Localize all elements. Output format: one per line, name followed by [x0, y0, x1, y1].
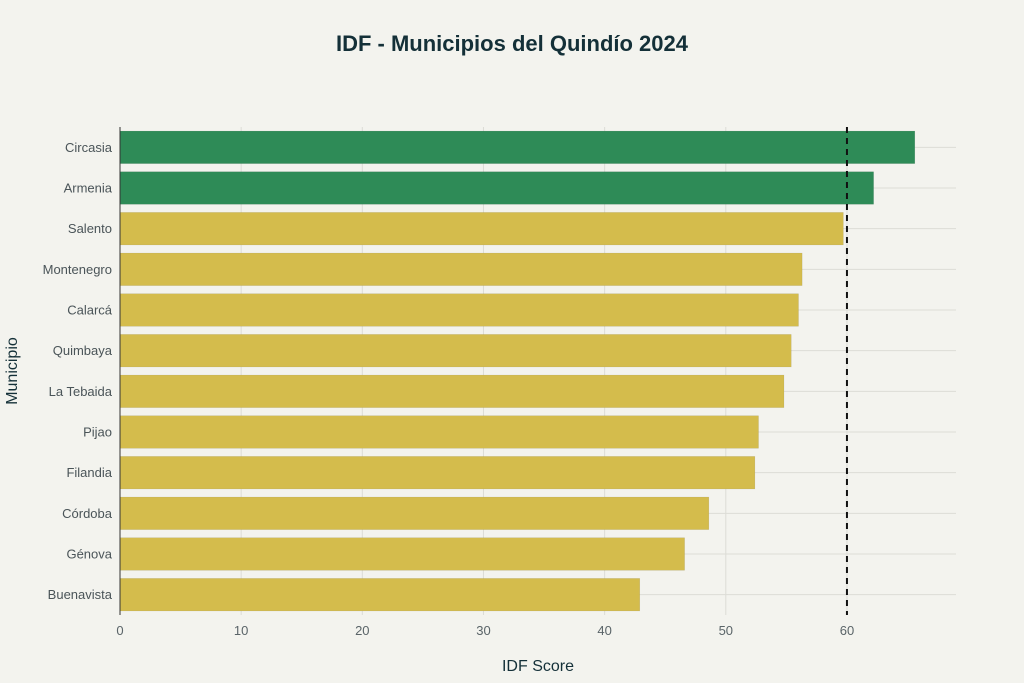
bar — [119, 496, 710, 530]
y-tick-label: Génova — [66, 547, 112, 562]
bar — [119, 130, 916, 164]
x-axis-ticks: 0 10 20 30 40 50 60 — [116, 623, 854, 638]
y-tick-label: Armenia — [64, 181, 113, 196]
x-tick-label: 20 — [355, 623, 369, 638]
chart-title: IDF - Municipios del Quindío 2024 — [336, 31, 689, 56]
y-tick-label: Buenavista — [48, 587, 113, 602]
x-tick-label: 50 — [719, 623, 733, 638]
y-tick-label: Córdoba — [62, 506, 113, 521]
bar — [119, 334, 792, 368]
x-tick-label: 10 — [234, 623, 248, 638]
bars — [119, 130, 916, 612]
x-axis-title: IDF Score — [502, 658, 574, 675]
y-axis-title: Municipio — [4, 337, 21, 405]
y-tick-label: Salento — [68, 221, 112, 236]
bar — [119, 415, 759, 449]
x-tick-label: 30 — [476, 623, 490, 638]
x-tick-label: 0 — [116, 623, 123, 638]
bar — [119, 171, 874, 205]
bar — [119, 578, 641, 612]
y-tick-label: Montenegro — [43, 262, 112, 277]
y-tick-label: Circasia — [65, 140, 113, 155]
bar — [119, 537, 685, 571]
y-tick-label: La Tebaida — [49, 384, 113, 399]
y-tick-label: Pijao — [83, 425, 112, 440]
bar — [119, 374, 785, 408]
bar — [119, 456, 756, 490]
y-axis-labels: Circasia Armenia Salento Montenegro Calarcá Q… — [43, 140, 113, 602]
bar — [119, 212, 844, 246]
x-tick-label: 40 — [597, 623, 611, 638]
bar — [119, 293, 799, 327]
y-tick-label: Filandia — [66, 465, 112, 480]
y-tick-label: Calarcá — [67, 303, 113, 318]
x-tick-label: 60 — [840, 623, 854, 638]
bar — [119, 252, 803, 286]
y-tick-label: Quimbaya — [53, 343, 113, 358]
